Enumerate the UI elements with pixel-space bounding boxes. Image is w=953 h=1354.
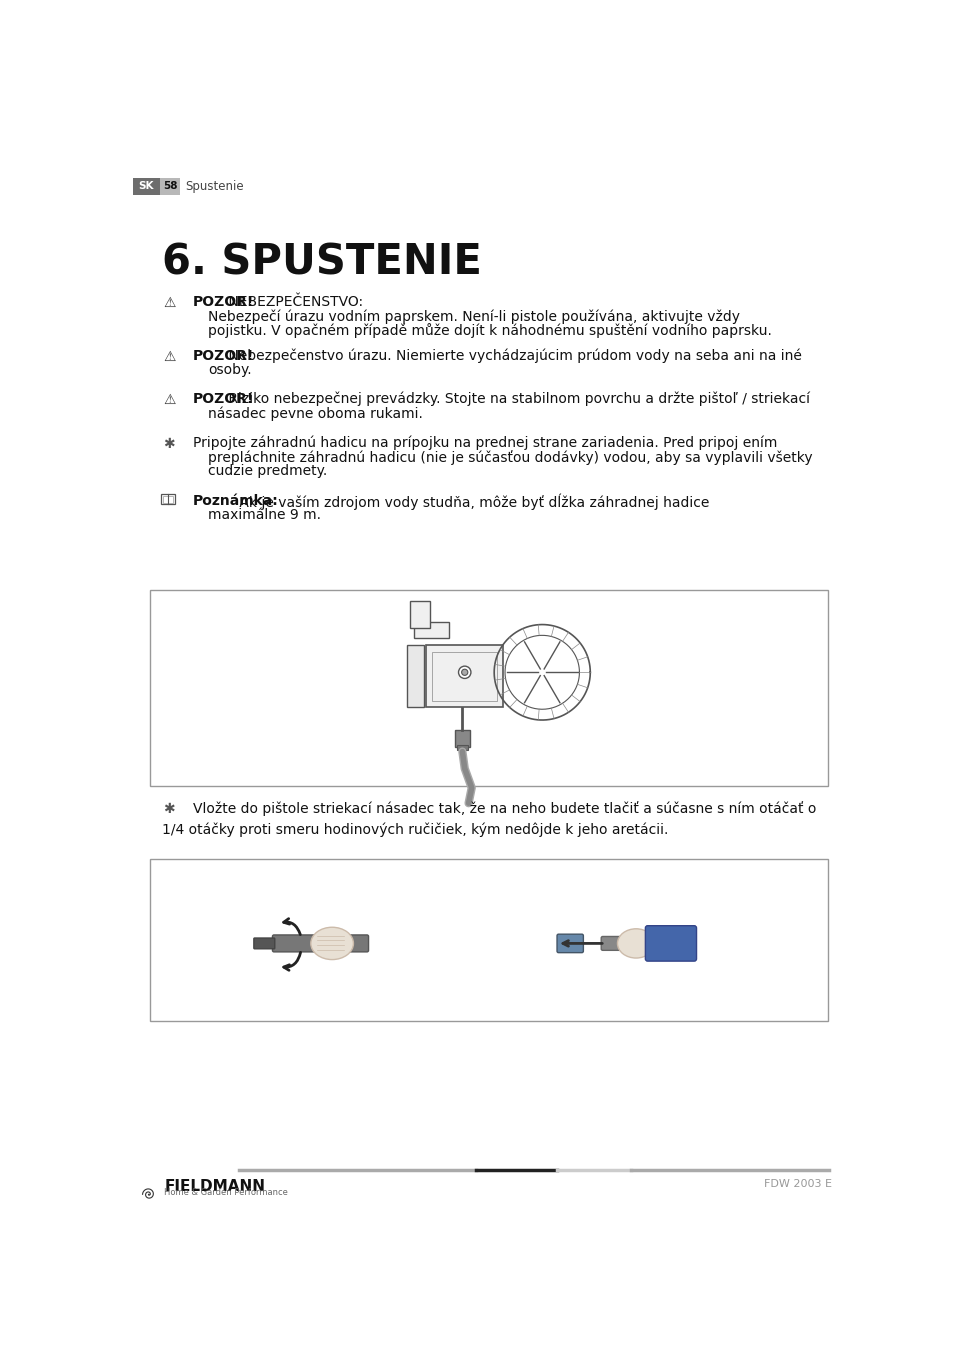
Text: POZOR!: POZOR!	[193, 349, 254, 363]
Bar	[432, 651, 497, 701]
Bar	[133, 177, 159, 195]
Text: Vložte do pištole striekací násadec tak, že na neho budete tlačiť a súčasne s ní: Vložte do pištole striekací násadec tak,…	[193, 802, 816, 816]
Text: Nebezpečenstvo úrazu. Niemierte vychádzajúcim prúdom vody na seba ani na iné: Nebezpečenstvo úrazu. Niemierte vychádza…	[224, 349, 801, 363]
Ellipse shape	[617, 929, 654, 959]
Text: Riziko nebezpečnej prevádzky. Stojte na stabilnom povrchu a držte pištoľ / strie: Riziko nebezpečnej prevádzky. Stojte na …	[224, 391, 809, 406]
Text: 6. SPUSTENIE: 6. SPUSTENIE	[162, 242, 481, 284]
Text: POZOR!: POZOR!	[193, 391, 254, 406]
Text: ⚠: ⚠	[163, 295, 175, 310]
Bar	[161, 494, 174, 504]
Text: násadec pevne oboma rukami.: násadec pevne oboma rukami.	[208, 406, 423, 421]
Text: POZOR!: POZOR!	[193, 295, 254, 309]
Text: Home & Garden Performance: Home & Garden Performance	[164, 1187, 288, 1197]
Bar	[150, 860, 827, 1021]
Bar	[406, 646, 423, 707]
Text: osoby.: osoby.	[208, 363, 252, 378]
Text: 1/4 otáčky proti smeru hodinových ručičiek, kým nedôjde k jeho aretácii.: 1/4 otáčky proti smeru hodinových ručiči…	[162, 822, 667, 837]
FancyBboxPatch shape	[557, 934, 583, 953]
Ellipse shape	[311, 927, 353, 960]
Text: ⚠: ⚠	[163, 349, 175, 364]
Text: 58: 58	[163, 181, 177, 191]
Bar	[162, 496, 173, 502]
Text: SK: SK	[138, 181, 154, 191]
Circle shape	[461, 669, 467, 676]
Text: FIELDMANN: FIELDMANN	[164, 1179, 265, 1194]
FancyBboxPatch shape	[645, 926, 696, 961]
Bar	[414, 623, 449, 638]
Text: Ak je vaším zdrojom vody studňa, môže byť dĺžka záhradnej hadice: Ak je vaším zdrojom vody studňa, môže by…	[235, 494, 709, 510]
Text: Pripojte záhradnú hadicu na prípojku na prednej strane zariadenia. Pred pripoj e: Pripojte záhradnú hadicu na prípojku na …	[193, 436, 777, 451]
Bar	[456, 746, 467, 750]
Circle shape	[458, 666, 471, 678]
Text: NEBEZPEČENSTVO:: NEBEZPEČENSTVO:	[224, 295, 363, 309]
Text: maximálne 9 m.: maximálne 9 m.	[208, 508, 321, 523]
Text: Spustenie: Spustenie	[185, 180, 244, 192]
Text: Poznámka:: Poznámka:	[193, 494, 278, 508]
FancyBboxPatch shape	[600, 937, 631, 951]
Text: Nebezpečí úrazu vodním paprskem. Není-li pistole používána, aktivujte vždy: Nebezpečí úrazu vodním paprskem. Není-li…	[208, 310, 740, 324]
FancyBboxPatch shape	[273, 936, 368, 952]
Bar	[426, 646, 503, 707]
Text: cudzie predmety.: cudzie predmety.	[208, 463, 327, 478]
Text: pojistku. V opačném případě může dojít k náhodnému spuštění vodního paprsku.: pojistku. V opačném případě může dojít k…	[208, 322, 771, 337]
FancyBboxPatch shape	[253, 938, 274, 949]
Text: FDW 2003 E: FDW 2003 E	[763, 1179, 831, 1189]
Bar	[150, 590, 827, 787]
Bar	[455, 730, 470, 747]
Text: ✱: ✱	[163, 803, 174, 816]
Bar	[410, 601, 430, 628]
Text: ⚠: ⚠	[163, 393, 175, 406]
Bar	[160, 177, 180, 195]
Text: ✱: ✱	[163, 436, 174, 451]
Text: prepláchnite záhradnú hadicu (nie je súčasťou dodávky) vodou, aby sa vyplavili v: prepláchnite záhradnú hadicu (nie je súč…	[208, 451, 812, 466]
